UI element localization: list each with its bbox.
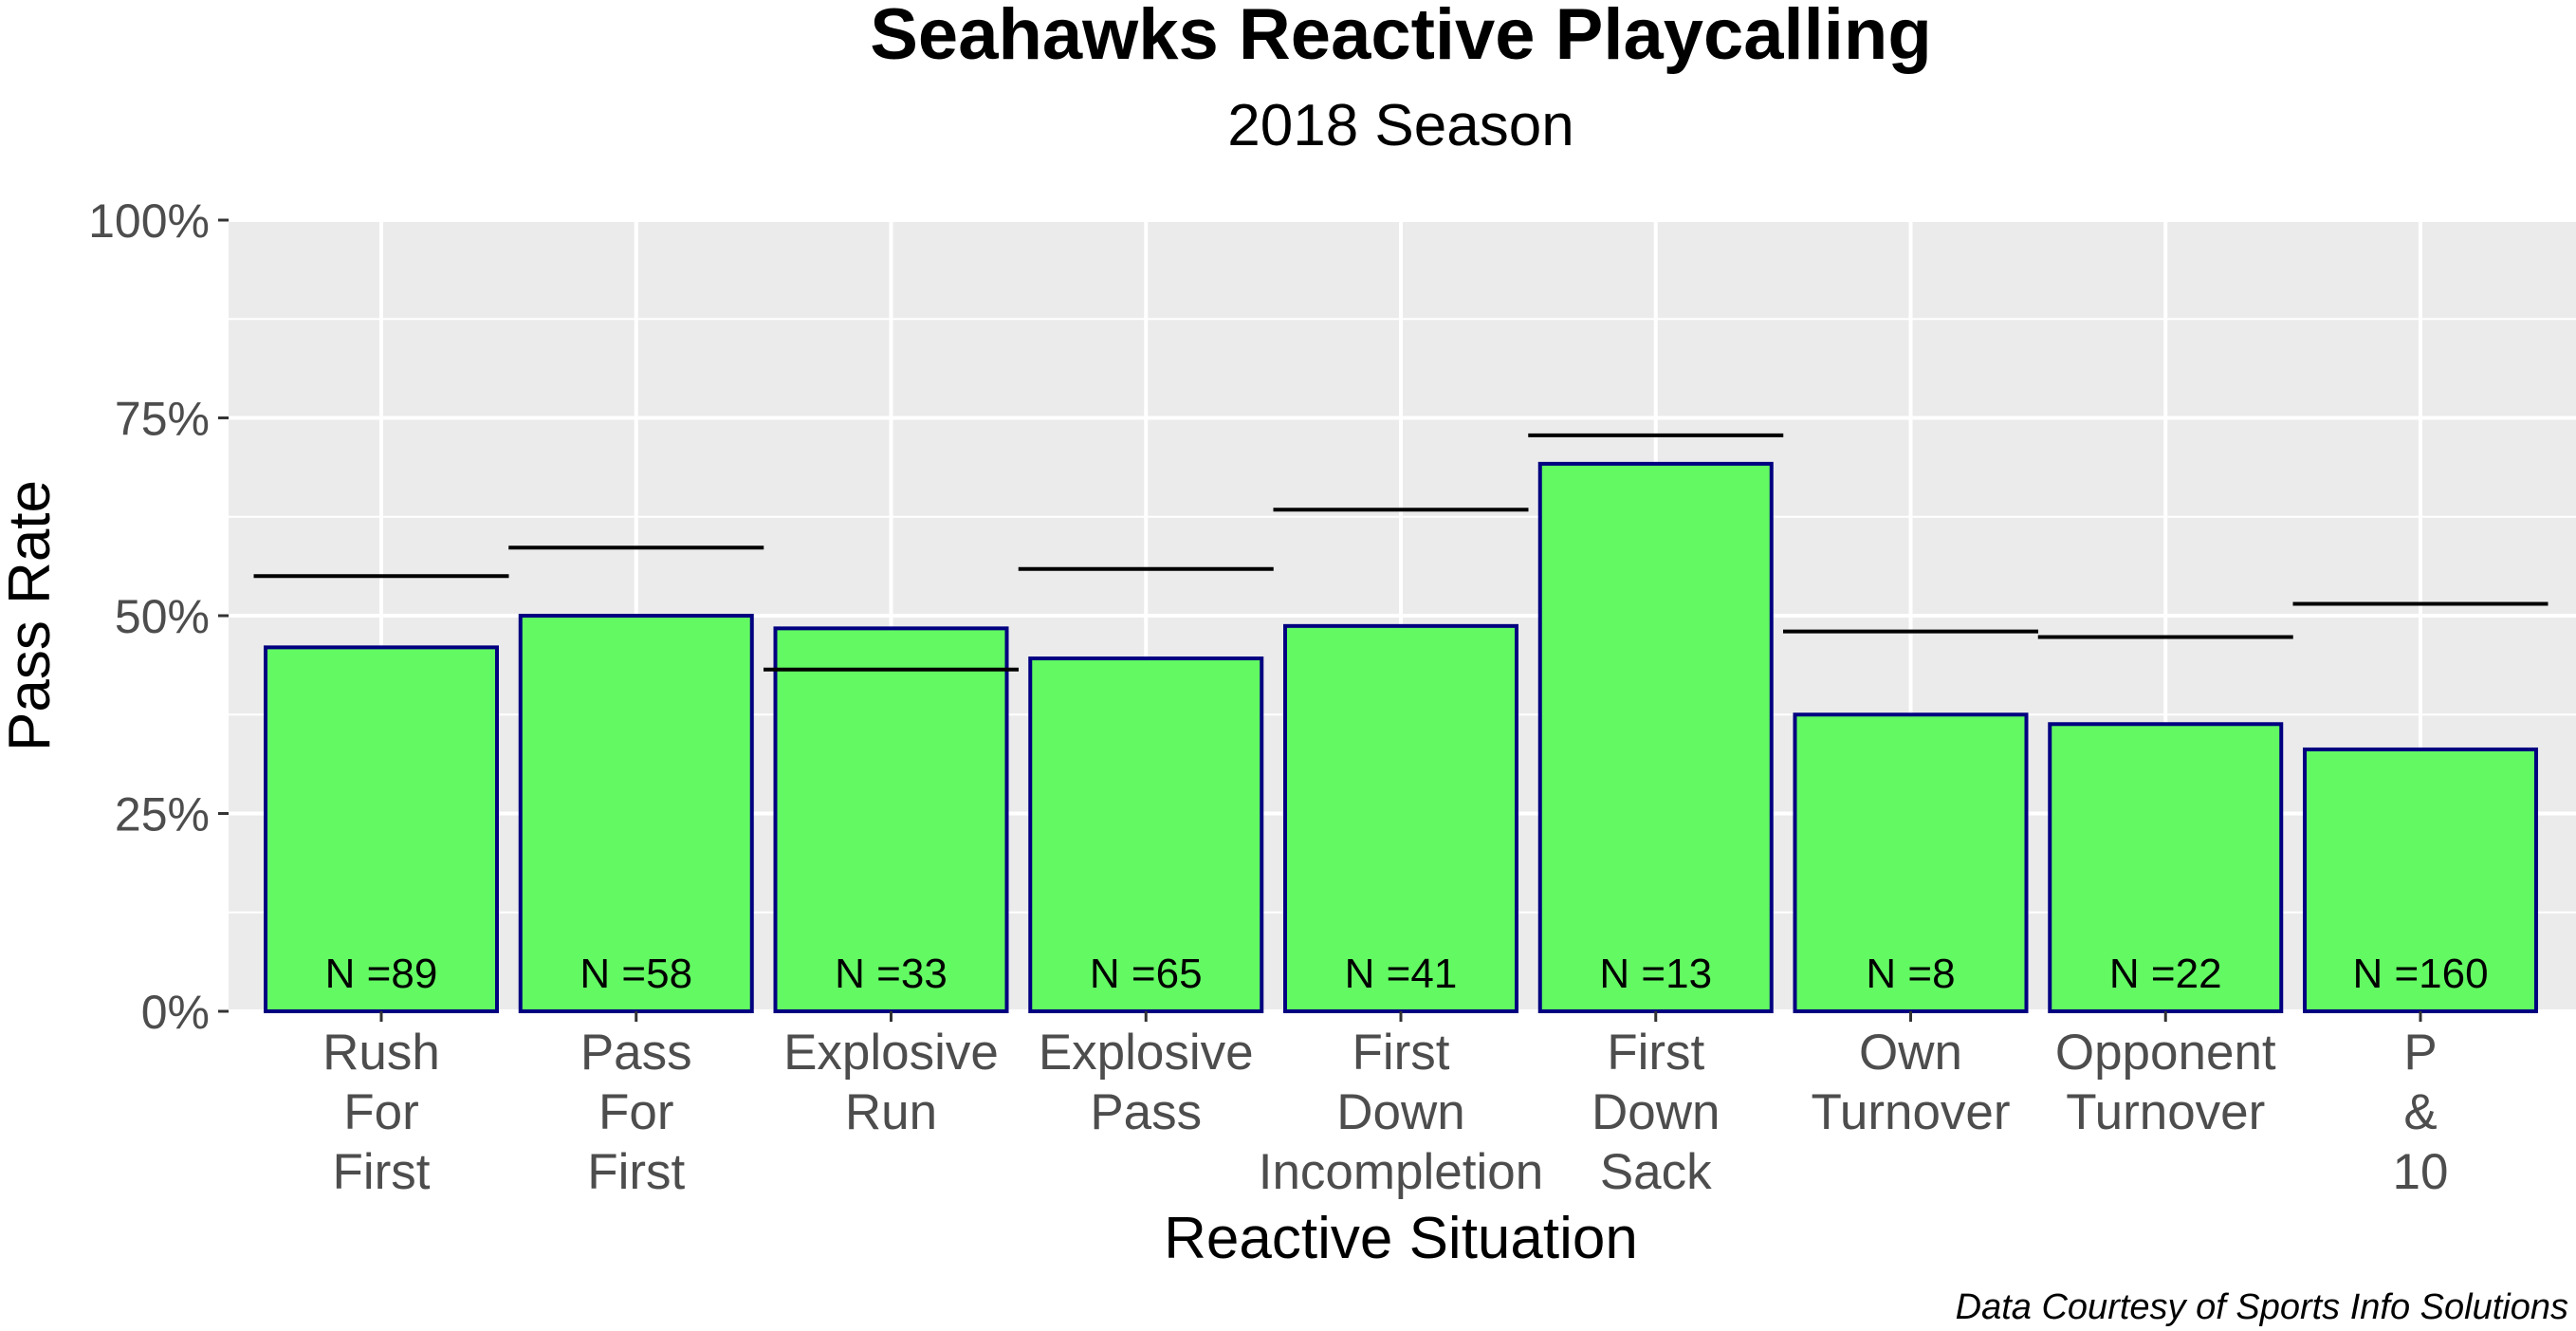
y-axis-title: Pass Rate (0, 480, 63, 751)
y-tick-label: 75% (115, 393, 210, 446)
x-tick-label-line: Incompletion (1259, 1144, 1544, 1200)
x-axis-title: Reactive Situation (1164, 1206, 1638, 1271)
x-tick-label-line: For (598, 1084, 674, 1140)
x-tick-label-line: 10 (2393, 1144, 2449, 1200)
x-tick-label-line: First (1352, 1025, 1449, 1081)
x-tick-label-line: Own (1859, 1025, 1962, 1081)
x-tick-label: Explosive Pass (1039, 1025, 1254, 1140)
x-tick-label-line: Sack (1600, 1144, 1712, 1200)
x-tick-label-line: Pass (1090, 1084, 1202, 1140)
x-tick-label: Rush For First (322, 1025, 440, 1200)
x-tick-label: Pass For First (580, 1025, 692, 1200)
reference-lines (253, 433, 2548, 672)
x-tick-label-line: Down (1592, 1084, 1720, 1140)
bar (2048, 722, 2284, 1013)
y-tick-label: 50% (115, 590, 210, 643)
bar (2303, 747, 2538, 1013)
x-tick-label-line: For (343, 1084, 419, 1140)
bar (1028, 656, 1264, 1013)
bar (518, 614, 754, 1013)
x-tick-label-line: Turnover (2066, 1084, 2265, 1140)
x-tick-label-line: First (587, 1144, 685, 1200)
x-tick-label-line: Down (1336, 1084, 1465, 1140)
x-tick-label: Own Turnover (1811, 1025, 2010, 1140)
x-tick-label-line: P (2403, 1025, 2437, 1081)
x-tick-label: Explosive Run (783, 1025, 999, 1140)
y-tick-label: 25% (115, 788, 210, 841)
bar-count-label: N =13 (1599, 951, 1712, 997)
x-tick-label: P & 10 (2393, 1025, 2449, 1200)
x-tick-label-line: Opponent (2055, 1025, 2276, 1081)
x-tick-label-line: & (2403, 1084, 2437, 1140)
bar-count-label: N =22 (2109, 951, 2222, 997)
bars (264, 461, 2538, 1013)
bar-count-label: N =41 (1345, 951, 1458, 997)
chart-subtitle: 2018 Season (1227, 93, 1573, 158)
x-tick-label-line: Rush (322, 1025, 440, 1081)
x-tick-label-line: Run (845, 1084, 937, 1140)
caption: Data Courtesy of Sports Info Solutions (1956, 1287, 2568, 1327)
x-tick-label-line: Explosive (783, 1025, 999, 1081)
x-tick-label-line: Explosive (1039, 1025, 1254, 1081)
x-tick-label-line: Turnover (1811, 1084, 2010, 1140)
x-tick-label-line: Pass (580, 1025, 692, 1081)
y-axis: 0% 25% 50% 75% 100% (88, 194, 229, 1039)
y-tick-label: 0% (141, 986, 210, 1039)
x-tick-label: First Down Sack (1592, 1025, 1720, 1200)
y-tick-label: 100% (88, 194, 210, 248)
x-tick-label: Opponent Turnover (2055, 1025, 2276, 1140)
bar-count-label: N =8 (1866, 951, 1955, 997)
bar-count-label: N =33 (835, 951, 948, 997)
x-tick-label-line: First (1607, 1025, 1704, 1081)
n-labels: N =89 N =58 N =33 N =65 N =41 N =13 N =8 N =22 N… (325, 951, 2489, 997)
bar (1537, 461, 1774, 1013)
chart-title: Seahawks Reactive Playcalling (870, 0, 1932, 75)
bar (1283, 623, 1518, 1013)
bar-count-label: N =89 (325, 951, 438, 997)
bar-count-label: N =160 (2352, 951, 2488, 997)
bar-count-label: N =58 (580, 951, 692, 997)
bar-count-label: N =65 (1090, 951, 1203, 997)
x-tick-label-line: First (332, 1144, 430, 1200)
x-tick-label: First Down Incompletion (1259, 1025, 1544, 1200)
